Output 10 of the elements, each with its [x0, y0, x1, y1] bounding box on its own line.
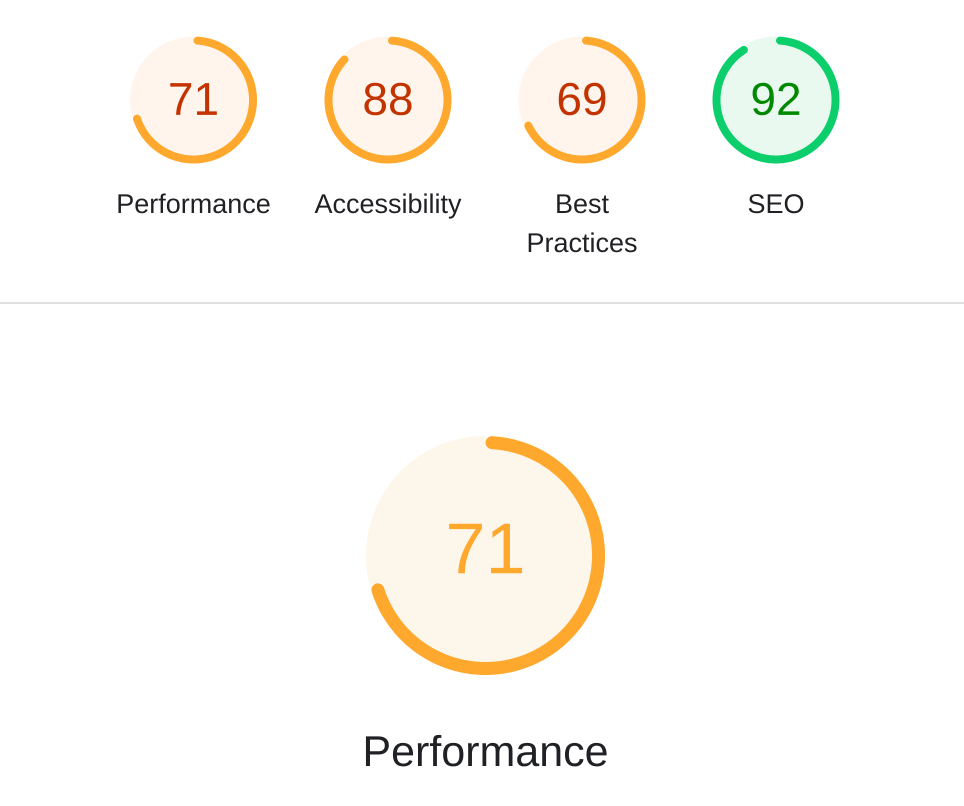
data-label: 92	[752, 82, 800, 116]
text: Performance	[118, 193, 270, 214]
data-label: 69	[558, 82, 606, 116]
text: SEO	[748, 194, 804, 214]
data-label: 71	[170, 83, 217, 115]
data-label: 71	[449, 524, 522, 574]
text: Best Practices	[528, 194, 637, 252]
text: Performance	[366, 734, 607, 766]
data-label: 88	[364, 82, 412, 116]
text: Accessibility	[314, 193, 462, 219]
